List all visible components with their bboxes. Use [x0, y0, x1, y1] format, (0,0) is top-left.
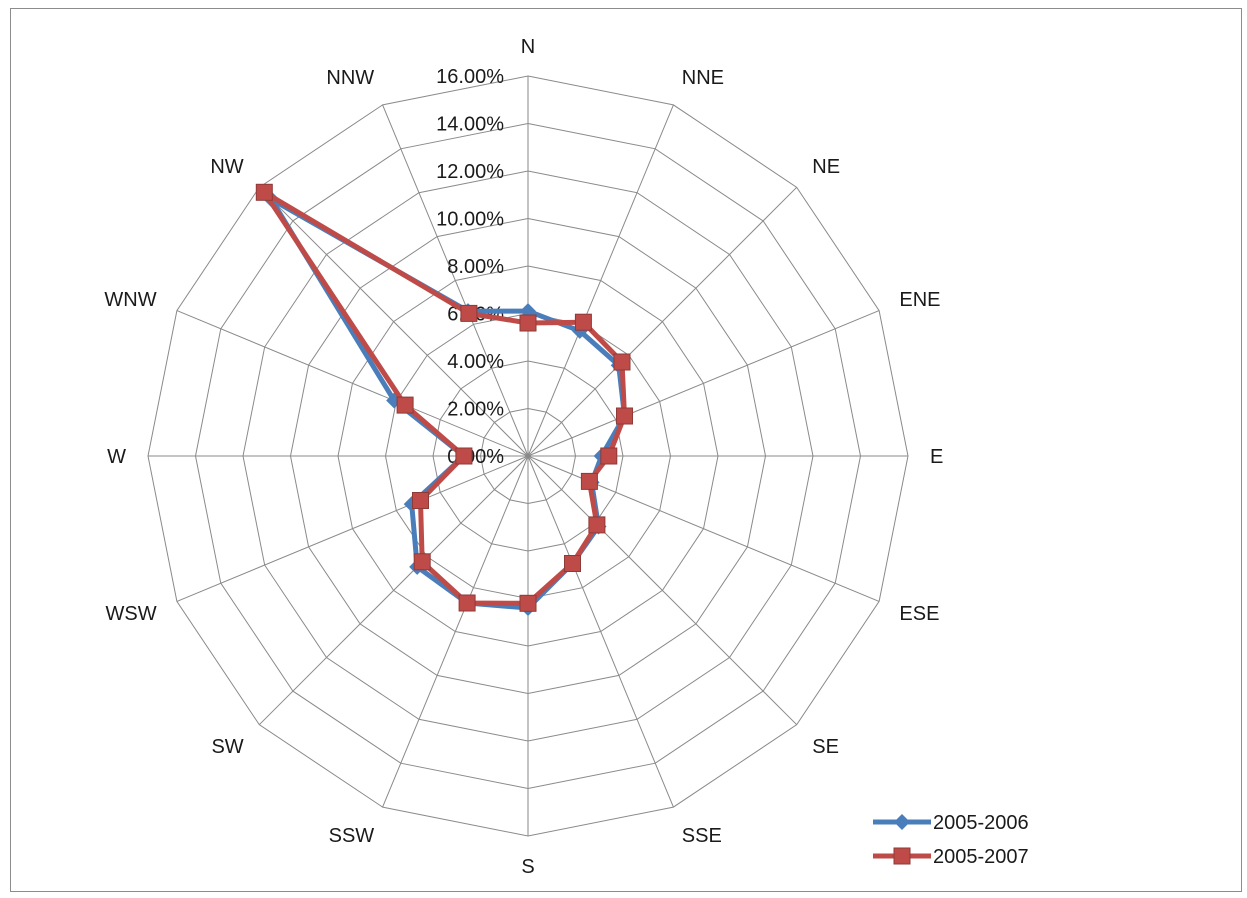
direction-label-ene: ENE [899, 289, 940, 311]
direction-label-ese: ESE [899, 603, 939, 625]
data-point [255, 183, 273, 201]
data-point [616, 407, 633, 425]
data-point [458, 594, 476, 612]
data-point [894, 814, 910, 830]
grid-spoke [527, 455, 798, 726]
direction-label-sse: SSE [682, 825, 722, 847]
grid-spoke [527, 455, 674, 808]
grid-spoke [527, 310, 880, 457]
grid-spoke [258, 186, 529, 457]
direction-label-nnw: NNW [326, 67, 374, 89]
legend: 2005-2006 2005-2007 [873, 812, 1029, 868]
radial-tick-label: 8.00% [447, 256, 504, 278]
legend-item: 2005-2006 [873, 812, 1029, 834]
grid-spoke [527, 455, 880, 602]
direction-label-e: E [930, 446, 943, 468]
radial-tick-label: 2.00% [447, 399, 504, 421]
data-point [588, 516, 606, 534]
radial-tick-labels: 0.00%2.00%4.00%6.00%8.00%10.00%12.00%14.… [436, 66, 504, 468]
data-point [580, 472, 598, 490]
data-point [564, 555, 581, 572]
direction-label-n: N [521, 36, 535, 58]
direction-label-nne: NNE [682, 67, 724, 89]
radial-tick-label: 12.00% [436, 161, 504, 183]
radial-tick-label: 14.00% [436, 114, 504, 136]
radial-tick-label: 10.00% [436, 209, 504, 231]
data-point [396, 396, 414, 414]
radial-tick-label: 4.00% [447, 351, 504, 373]
series-2005-2007 [255, 183, 633, 612]
data-point [613, 353, 631, 371]
data-point [519, 594, 537, 612]
grid-spoke [176, 310, 529, 457]
data-point [455, 447, 473, 465]
direction-label-wnw: WNW [104, 289, 156, 311]
grid-spoke [382, 104, 529, 457]
direction-label-se: SE [812, 736, 839, 758]
data-point [600, 447, 618, 465]
grid-spoke [382, 455, 529, 808]
direction-label-ssw: SSW [329, 825, 375, 847]
direction-label-s: S [521, 856, 534, 878]
series-layer [255, 183, 633, 616]
data-point [519, 314, 537, 332]
grid-spoke [527, 186, 798, 457]
data-point [460, 304, 478, 322]
grid-spoke [176, 455, 529, 602]
chart-frame [10, 8, 1242, 892]
legend-label: 2005-2007 [933, 846, 1029, 868]
direction-label-sw: SW [211, 736, 243, 758]
direction-label-wsw: WSW [106, 603, 157, 625]
direction-labels: N NNE NE ENE E ESE SE SSE S SSW SW WSW W WNW NW NNW [104, 36, 943, 878]
data-point [413, 553, 431, 571]
data-point [412, 492, 429, 509]
direction-label-ne: NE [812, 156, 840, 178]
data-point [574, 313, 592, 331]
data-point [893, 847, 911, 865]
legend-item: 2005-2007 [873, 846, 1029, 868]
direction-label-w: W [107, 446, 126, 468]
grid-spoke [258, 455, 529, 726]
grid-spoke [527, 104, 674, 457]
radial-tick-label: 16.00% [436, 66, 504, 88]
direction-label-nw: NW [210, 156, 243, 178]
legend-label: 2005-2006 [933, 812, 1029, 834]
